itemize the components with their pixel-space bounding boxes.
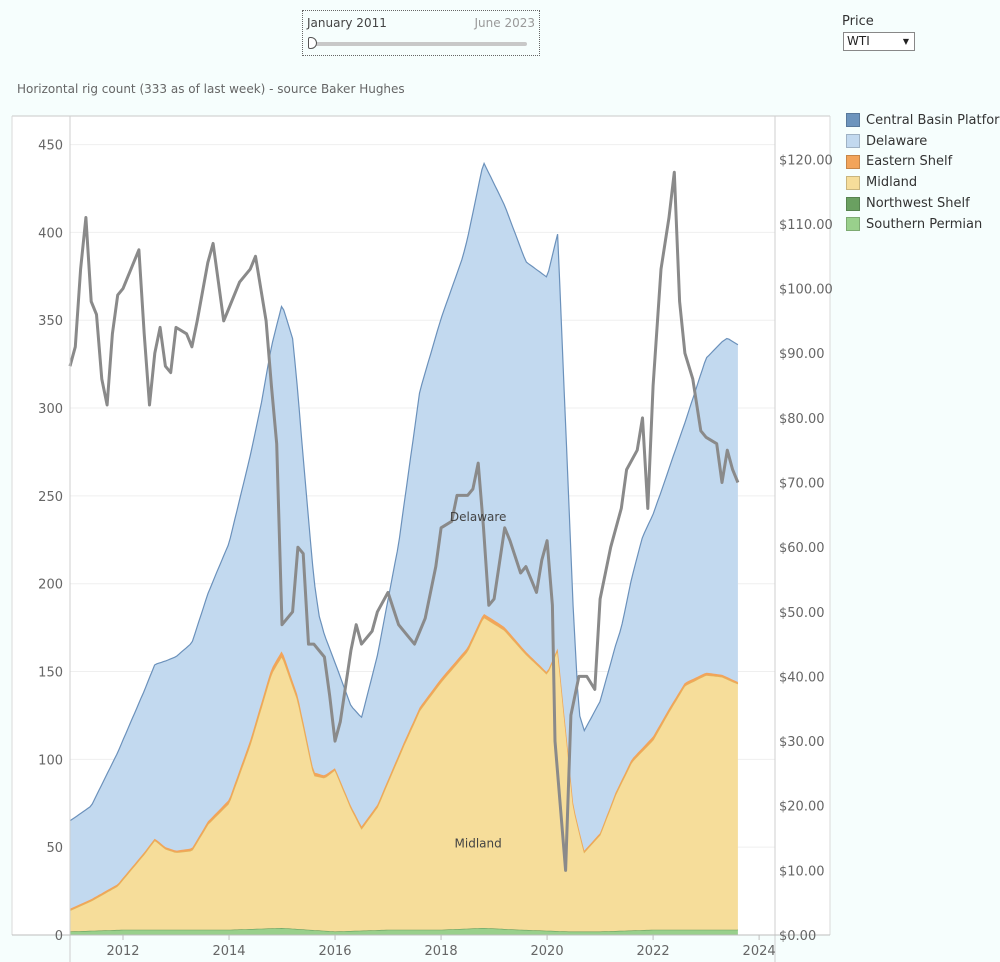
legend-label: Delaware bbox=[866, 133, 928, 149]
y-right-tick-label: $40.00 bbox=[779, 670, 825, 685]
y-right-tick-label: $80.00 bbox=[779, 412, 825, 427]
legend-swatch bbox=[846, 154, 860, 169]
x-tick-label: 2020 bbox=[531, 944, 564, 959]
price-dropdown-value: WTI bbox=[847, 34, 870, 48]
y-left-tick-label: 450 bbox=[38, 139, 63, 154]
y-left-tick-label: 0 bbox=[55, 929, 63, 944]
area-edge-delaware bbox=[69, 161, 739, 822]
y-right-tick-label: $30.00 bbox=[779, 735, 825, 750]
slider-track[interactable] bbox=[311, 42, 527, 46]
legend-item-central-basin-platform[interactable]: Central Basin Platform bbox=[846, 110, 1000, 131]
x-tick-label: 2016 bbox=[318, 944, 351, 959]
legend: Central Basin Platform Delaware Eastern Sh… bbox=[846, 110, 1000, 235]
legend-swatch bbox=[846, 217, 860, 232]
y-right-tick-label: $50.00 bbox=[779, 606, 825, 621]
y-left-tick-label: 200 bbox=[38, 578, 63, 593]
legend-item-southern-permian[interactable]: Southern Permian bbox=[846, 214, 1000, 235]
legend-swatch bbox=[846, 113, 860, 128]
legend-label: Eastern Shelf bbox=[866, 154, 953, 170]
y-right-tick-label: $120.00 bbox=[779, 153, 833, 168]
y-right-tick-label: $20.00 bbox=[779, 800, 825, 815]
y-left-tick-label: 50 bbox=[46, 841, 63, 856]
date-range-slider[interactable]: January 2011 June 2023 bbox=[302, 10, 540, 56]
slider-end-label: June 2023 bbox=[474, 16, 536, 30]
chart-title: Horizontal rig count (333 as of last wee… bbox=[17, 82, 405, 96]
y-left-tick-label: 400 bbox=[38, 226, 63, 241]
legend-label: Central Basin Platform bbox=[866, 112, 1000, 128]
x-tick-label: 2018 bbox=[425, 944, 458, 959]
y-left-tick-label: 150 bbox=[38, 666, 63, 681]
y-right-tick-label: $90.00 bbox=[779, 347, 825, 362]
legend-item-eastern-shelf[interactable]: Eastern Shelf bbox=[846, 152, 1000, 173]
x-tick-label: 2024 bbox=[743, 944, 776, 959]
price-dropdown[interactable]: WTI ▼ bbox=[843, 32, 915, 51]
y-left-tick-label: 100 bbox=[38, 753, 63, 768]
y-left-tick-label: 300 bbox=[38, 402, 63, 417]
price-filter-label: Price bbox=[842, 14, 874, 29]
legend-swatch bbox=[846, 196, 860, 211]
slider-handle[interactable] bbox=[308, 37, 317, 49]
annotation-delaware: Delaware bbox=[450, 510, 507, 524]
legend-item-delaware[interactable]: Delaware bbox=[846, 131, 1000, 152]
slider-start-label: January 2011 bbox=[307, 16, 387, 30]
legend-label: Southern Permian bbox=[866, 216, 983, 232]
y-right-tick-label: $100.00 bbox=[779, 283, 833, 298]
series-wti-line bbox=[68, 170, 740, 872]
legend-swatch bbox=[846, 175, 860, 190]
legend-item-northwest-shelf[interactable]: Northwest Shelf bbox=[846, 193, 1000, 214]
legend-swatch bbox=[846, 134, 860, 149]
dropdown-arrow-icon: ▼ bbox=[902, 37, 909, 46]
x-tick-label: 2022 bbox=[637, 944, 670, 959]
legend-label: Northwest Shelf bbox=[866, 196, 970, 212]
y-right-tick-label: $10.00 bbox=[779, 864, 825, 879]
area-midland bbox=[70, 617, 738, 932]
legend-item-midland[interactable]: Midland bbox=[846, 172, 1000, 193]
legend-label: Midland bbox=[866, 175, 918, 191]
x-tick-label: 2014 bbox=[212, 944, 245, 959]
y-left-tick-label: 250 bbox=[38, 490, 63, 505]
y-right-tick-label: $110.00 bbox=[779, 218, 833, 233]
y-right-tick-label: $60.00 bbox=[779, 541, 825, 556]
x-tick-label: 2012 bbox=[106, 944, 139, 959]
annotation-midland: Midland bbox=[455, 837, 502, 851]
y-right-tick-label: $0.00 bbox=[779, 929, 816, 944]
y-right-tick-label: $70.00 bbox=[779, 477, 825, 492]
y-left-tick-label: 350 bbox=[38, 314, 63, 329]
